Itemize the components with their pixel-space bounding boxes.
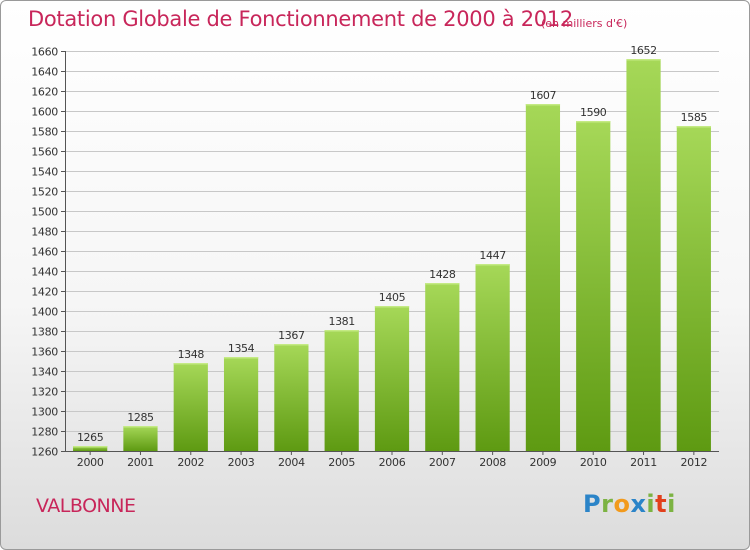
bar-highlight-2005	[324, 330, 359, 332]
y-tick-label: 1500	[31, 206, 58, 219]
bar-highlight-2008	[475, 264, 510, 266]
unit-label: (en milliers d'€)	[541, 17, 628, 30]
y-tick-label: 1360	[31, 346, 58, 359]
bar-highlight-2003	[223, 357, 259, 359]
bar-2010	[576, 121, 611, 451]
x-tick-label-2003: 2003	[228, 456, 255, 469]
data-label-2008: 1447	[479, 249, 506, 262]
y-tick-label: 1460	[31, 246, 58, 259]
y-tick-label: 1580	[31, 126, 58, 139]
x-tick-label-2007: 2007	[429, 456, 456, 469]
bar-2005	[324, 330, 359, 451]
place-name: VALBONNE	[36, 495, 136, 517]
bar-2006	[374, 306, 410, 451]
y-tick-label: 1380	[31, 326, 58, 339]
axis-layer: 1260 1280 1300 1320 1340 1360 1380 1400 1420 1440…	[31, 46, 719, 469]
y-tick-label: 1440	[31, 266, 58, 279]
y-tick-label: 1300	[31, 406, 58, 419]
y-tick-label: 1660	[31, 46, 58, 59]
x-tick-label-2011: 2011	[630, 456, 657, 469]
bar-highlight-2011	[626, 59, 661, 61]
data-label-2000: 1265	[77, 431, 104, 444]
bar-2001	[123, 426, 158, 451]
bar-highlight-2006	[374, 306, 410, 308]
data-label-2005: 1381	[328, 315, 354, 328]
y-tick-label: 1600	[31, 106, 58, 119]
y-tick-label: 1560	[31, 146, 58, 159]
data-label-2006: 1405	[379, 291, 406, 304]
y-tick-label: 1280	[31, 426, 58, 439]
data-label-2010: 1590	[580, 106, 607, 119]
bar-2002	[173, 363, 208, 451]
x-tick-label-2008: 2008	[479, 456, 506, 469]
data-label-2004: 1367	[278, 329, 305, 342]
x-tick-label-2002: 2002	[177, 456, 204, 469]
x-tick-label-2000: 2000	[77, 456, 104, 469]
data-label-2011: 1652	[630, 44, 656, 57]
y-tick-label: 1340	[31, 366, 58, 379]
x-tick-label-2012: 2012	[680, 456, 707, 469]
x-tick-label-2009: 2009	[530, 456, 557, 469]
x-tick-label-2004: 2004	[278, 456, 305, 469]
bar-2004	[274, 344, 309, 451]
bar-2012	[676, 126, 711, 451]
y-tick-label: 1480	[31, 226, 58, 239]
x-tick-label-2001: 2001	[127, 456, 154, 469]
data-label-2003: 1354	[228, 342, 255, 355]
bar-2000	[73, 446, 108, 451]
bar-highlight-2001	[123, 426, 158, 428]
bar-highlight-2004	[274, 344, 309, 346]
chart-title: Dotation Globale de Fonctionnement de 20…	[28, 7, 573, 31]
data-label-2001: 1285	[127, 411, 154, 424]
bar-highlight-2012	[676, 126, 711, 128]
y-tick-label: 1260	[31, 446, 58, 459]
proxiti-logo: Proxiti	[583, 490, 676, 518]
bar-2009	[525, 104, 561, 451]
label-layer: 1265 1285 1348 1354 1367 1381 1405 1428 1447 1607…	[77, 44, 708, 444]
y-tick-label: 1420	[31, 286, 58, 299]
bar-highlight-2009	[525, 104, 561, 106]
y-tick-label: 1520	[31, 186, 58, 199]
x-tick-label-2005: 2005	[328, 456, 355, 469]
bar-highlight-2010	[576, 121, 611, 123]
bar-highlight-2000	[73, 446, 108, 448]
bar-highlight-2007	[425, 283, 460, 285]
bar-2008	[475, 264, 510, 451]
data-label-2007: 1428	[429, 268, 456, 281]
y-tick-label: 1400	[31, 306, 58, 319]
x-tick-label-2010: 2010	[580, 456, 607, 469]
data-label-2002: 1348	[178, 348, 205, 361]
bar-layer	[73, 59, 711, 451]
data-label-2012: 1585	[681, 111, 708, 124]
y-tick-label: 1540	[31, 166, 58, 179]
y-tick-label: 1640	[31, 66, 58, 79]
bar-highlight-2002	[173, 363, 208, 365]
data-label-2009: 1607	[530, 89, 557, 102]
x-tick-label-2006: 2006	[379, 456, 406, 469]
y-tick-label: 1320	[31, 386, 58, 399]
bar-2003	[223, 357, 259, 451]
y-tick-label: 1620	[31, 86, 58, 99]
bar-2011	[626, 59, 661, 451]
bar-2007	[425, 283, 460, 451]
